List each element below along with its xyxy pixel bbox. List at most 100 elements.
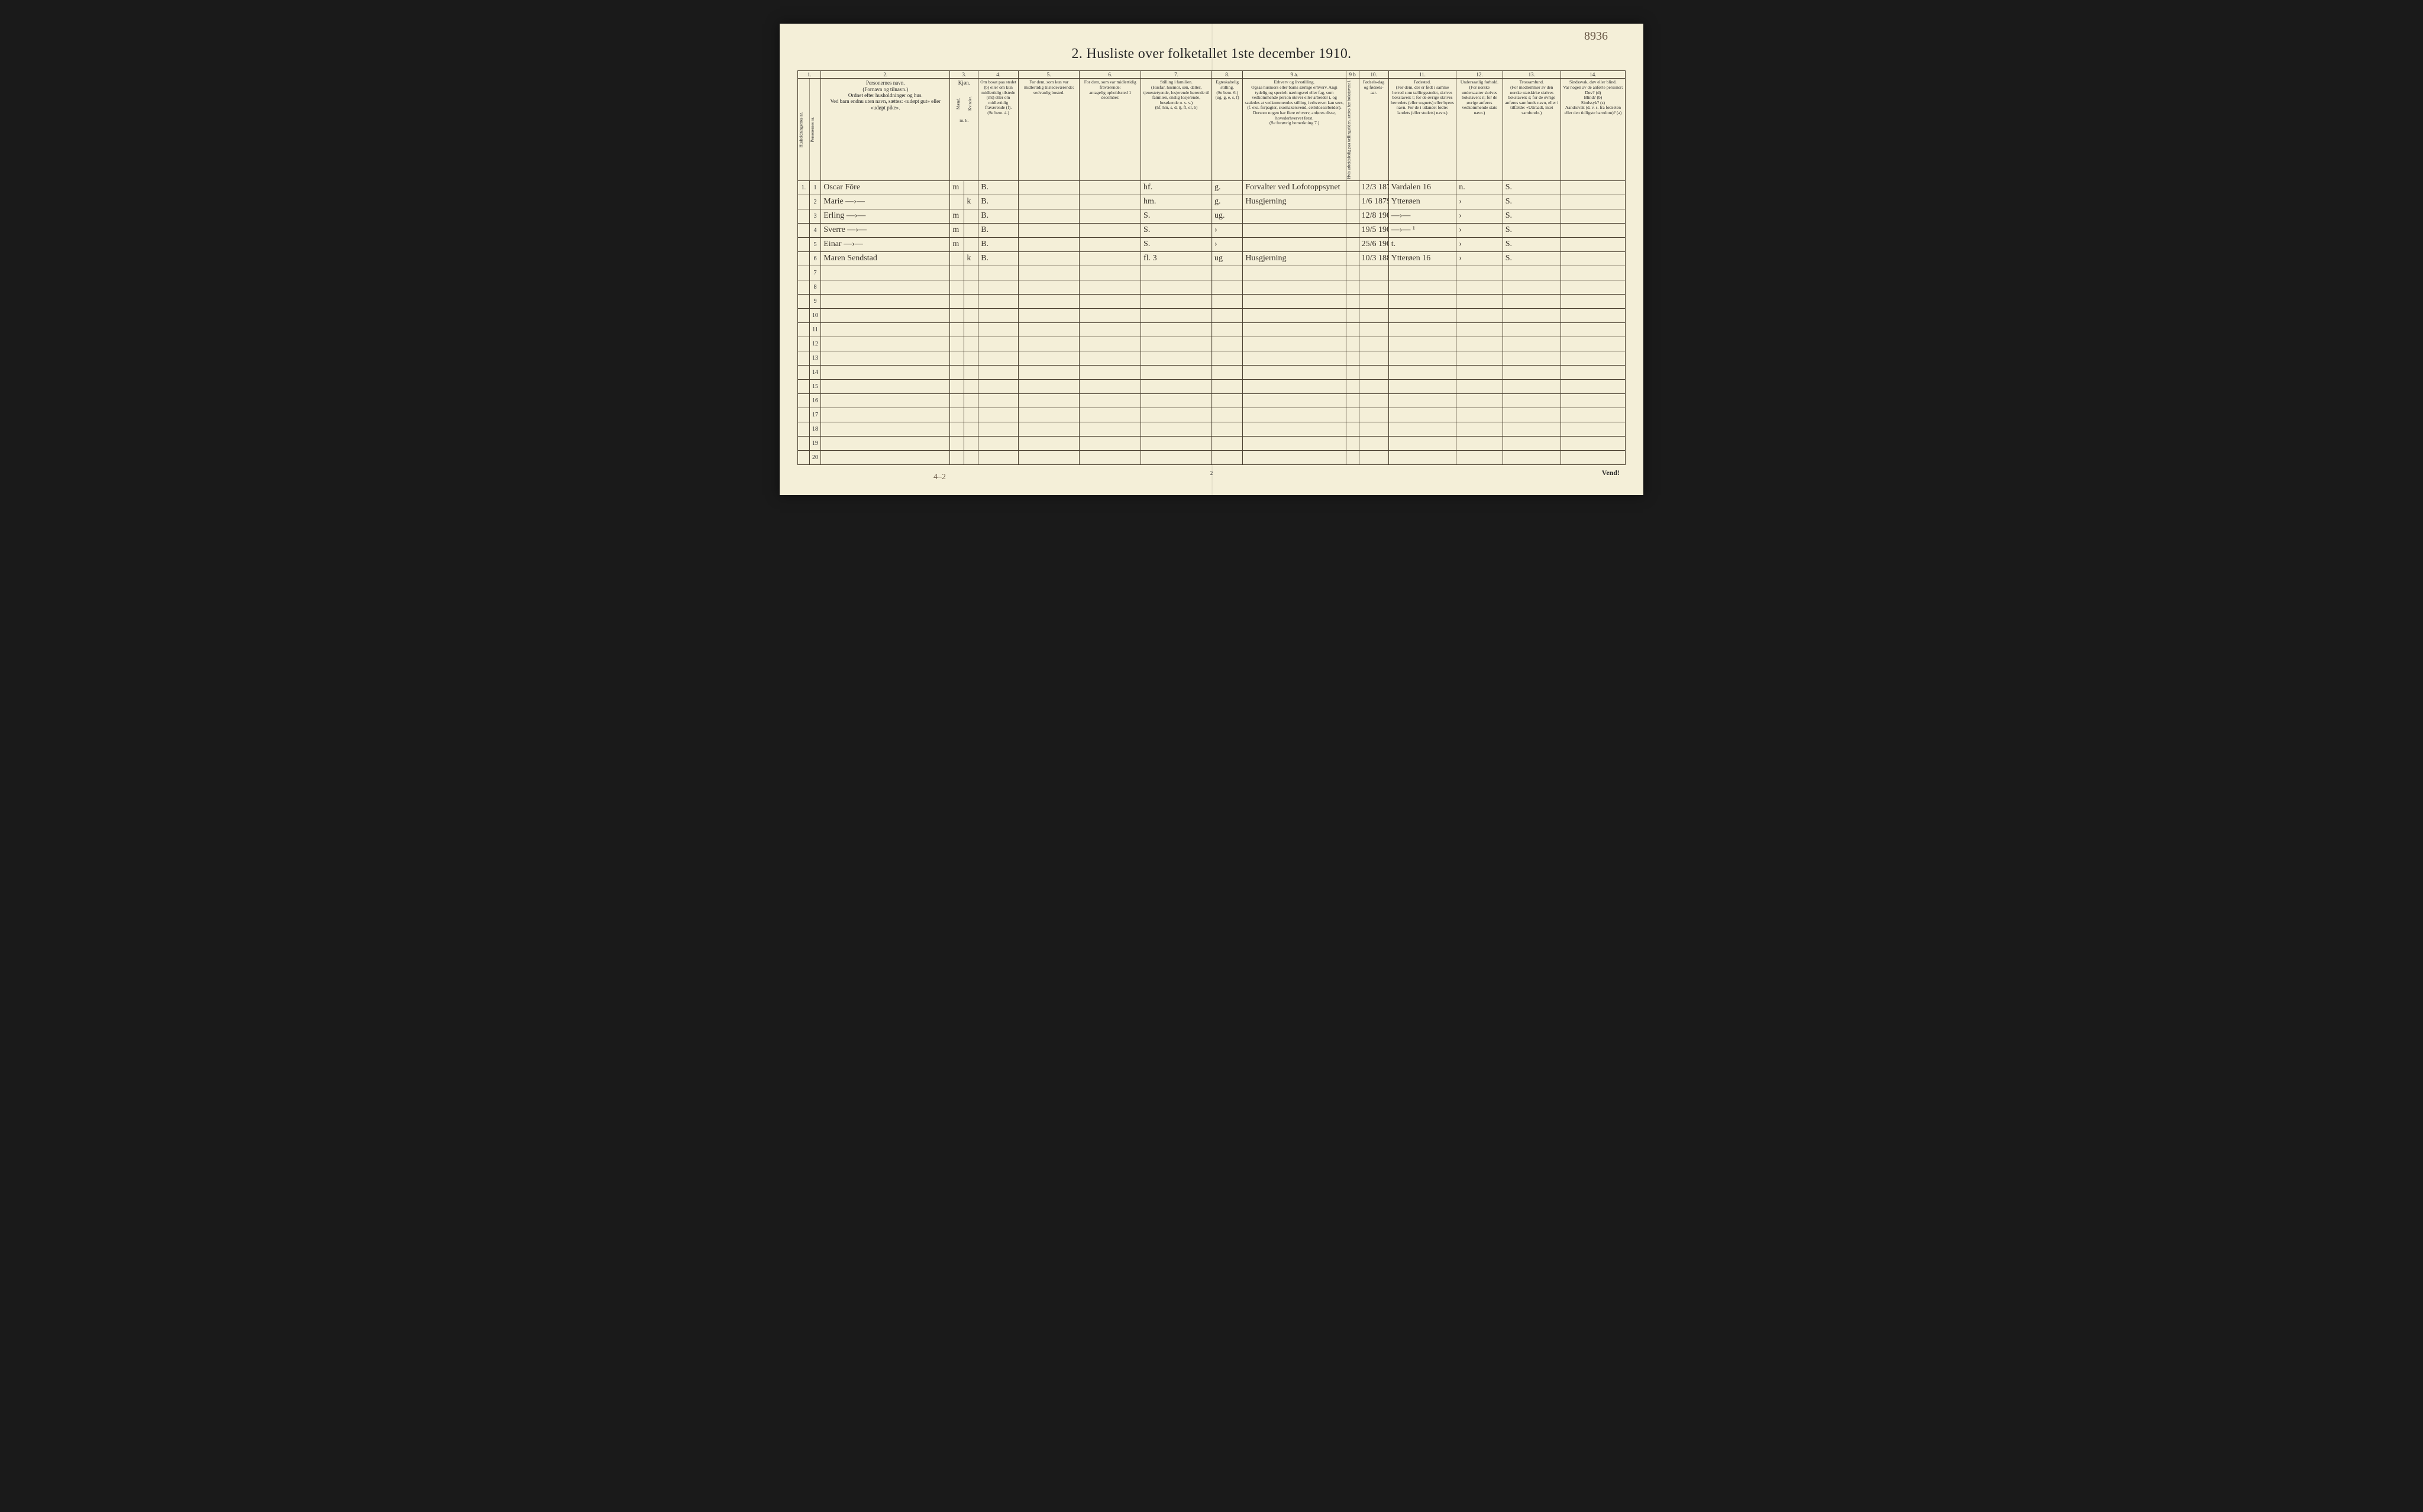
- absent-location: [1080, 180, 1141, 195]
- birth-date: 25/6 1909: [1359, 237, 1388, 251]
- usual-residence: [1018, 237, 1080, 251]
- family-position: [1141, 266, 1212, 280]
- header-names: Personernes navn. (Fornavn og tilnavn.) …: [821, 79, 950, 180]
- absent-location: [1080, 337, 1141, 351]
- sex-k: [964, 223, 978, 237]
- table-row-empty: 9: [798, 294, 1626, 308]
- absent-location: [1080, 280, 1141, 294]
- table-row-empty: 20: [798, 450, 1626, 464]
- disability: [1561, 223, 1625, 237]
- residence-code: [978, 294, 1019, 308]
- marital-status: ug.: [1212, 209, 1242, 223]
- usual-residence: [1018, 209, 1080, 223]
- person-name: Einar —›—: [821, 237, 950, 251]
- disability: [1561, 450, 1625, 464]
- religion: [1503, 337, 1561, 351]
- table-row-empty: 17: [798, 408, 1626, 422]
- person-no: 1: [809, 180, 821, 195]
- usual-residence: [1018, 379, 1080, 393]
- absent-location: [1080, 237, 1141, 251]
- colnum-12: 12.: [1456, 71, 1503, 79]
- birthplace: [1388, 337, 1456, 351]
- header-sex: Kjøn. Mænd. Kvinder. m. k.: [950, 79, 978, 180]
- residence-code: [978, 322, 1019, 337]
- unemployed-mark: [1346, 351, 1359, 365]
- disability: [1561, 393, 1625, 408]
- table-header: 1. 2. 3. 4. 5. 6. 7. 8. 9 a. 9 b 10. 11.…: [798, 71, 1626, 181]
- household-no: [798, 251, 810, 266]
- header-person-no: Personernes nr.: [809, 79, 821, 180]
- residence-code: B.: [978, 180, 1019, 195]
- absent-location: [1080, 436, 1141, 450]
- person-name: [821, 351, 950, 365]
- person-name: [821, 450, 950, 464]
- marital-status: [1212, 436, 1242, 450]
- marital-status: [1212, 450, 1242, 464]
- residence-code: B.: [978, 223, 1019, 237]
- nationality: [1456, 266, 1503, 280]
- sex-m: [950, 365, 964, 379]
- absent-location: [1080, 408, 1141, 422]
- nationality: [1456, 351, 1503, 365]
- person-name: [821, 266, 950, 280]
- usual-residence: [1018, 294, 1080, 308]
- family-position: [1141, 337, 1212, 351]
- sex-m: [950, 379, 964, 393]
- occupation: [1243, 351, 1346, 365]
- nationality: [1456, 379, 1503, 393]
- sex-m: [950, 450, 964, 464]
- nationality: [1456, 337, 1503, 351]
- sex-k: [964, 436, 978, 450]
- household-no: [798, 280, 810, 294]
- occupation: [1243, 266, 1346, 280]
- religion: S.: [1503, 209, 1561, 223]
- table-row-empty: 10: [798, 308, 1626, 322]
- disability: [1561, 237, 1625, 251]
- marital-status: [1212, 294, 1242, 308]
- usual-residence: [1018, 195, 1080, 209]
- marital-status: [1212, 422, 1242, 436]
- disability: [1561, 379, 1625, 393]
- birthplace: —›— ¹: [1388, 223, 1456, 237]
- person-no: 15: [809, 379, 821, 393]
- household-no: [798, 408, 810, 422]
- household-no: [798, 308, 810, 322]
- household-no: [798, 237, 810, 251]
- unemployed-mark: [1346, 223, 1359, 237]
- household-no: 1.: [798, 180, 810, 195]
- header-sex-mk: m. k.: [952, 118, 976, 124]
- birth-date: 12/8 1904: [1359, 209, 1388, 223]
- marital-status: g.: [1212, 195, 1242, 209]
- family-position: [1141, 280, 1212, 294]
- unemployed-mark: [1346, 379, 1359, 393]
- disability: [1561, 351, 1625, 365]
- birthplace: Vardalen 16: [1388, 180, 1456, 195]
- usual-residence: [1018, 322, 1080, 337]
- birth-date: [1359, 393, 1388, 408]
- residence-code: B.: [978, 237, 1019, 251]
- sex-m: [950, 322, 964, 337]
- occupation: [1243, 337, 1346, 351]
- person-no: 16: [809, 393, 821, 408]
- residence-code: B.: [978, 195, 1019, 209]
- unemployed-mark: [1346, 337, 1359, 351]
- occupation: Forvalter ved Lofotoppsynet: [1243, 180, 1346, 195]
- household-no: [798, 351, 810, 365]
- person-name: Sverre —›—: [821, 223, 950, 237]
- sex-m: [950, 266, 964, 280]
- family-position: fl. 3: [1141, 251, 1212, 266]
- disability: [1561, 209, 1625, 223]
- person-no: 8: [809, 280, 821, 294]
- header-temporary-absent: For dem, som var midlertidig fraværende:…: [1080, 79, 1141, 180]
- sex-k: k: [964, 251, 978, 266]
- nationality: [1456, 450, 1503, 464]
- absent-location: [1080, 195, 1141, 209]
- census-form-page: 8936 2. Husliste over folketallet 1ste d…: [780, 24, 1643, 495]
- birthplace: —›—: [1388, 209, 1456, 223]
- header-birthplace: Fødested. (For dem, der er født i samme …: [1388, 79, 1456, 180]
- sex-m: m: [950, 180, 964, 195]
- table-row: 2Marie —›—kB.hm.g.Husgjerning1/6 1879Ytt…: [798, 195, 1626, 209]
- marital-status: [1212, 365, 1242, 379]
- marital-status: [1212, 351, 1242, 365]
- birthplace: [1388, 351, 1456, 365]
